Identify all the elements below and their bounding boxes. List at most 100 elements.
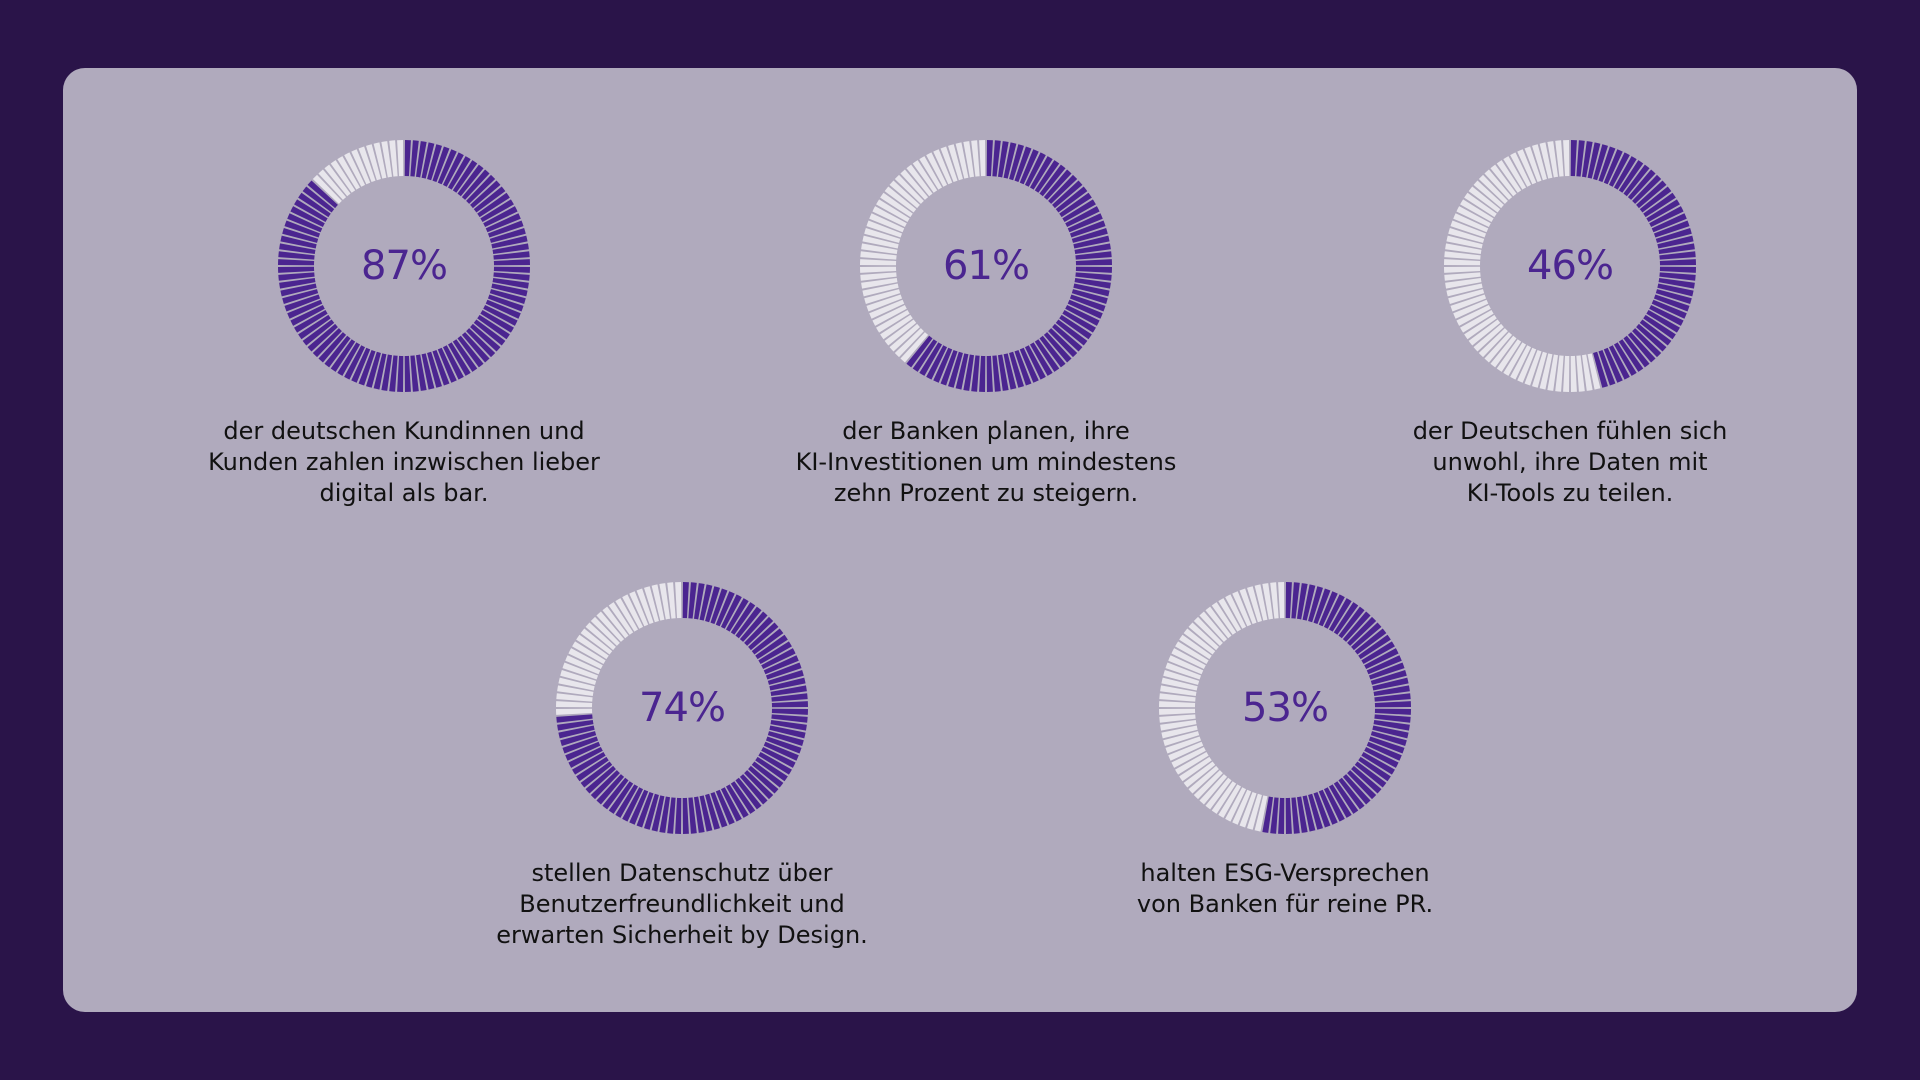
- donut-segment-filled: [415, 354, 427, 391]
- donut-segment-filled: [389, 355, 398, 392]
- donut-segment-filled: [279, 243, 316, 255]
- donut-segment-filled: [282, 289, 319, 304]
- donut-segment-filled: [1034, 160, 1060, 193]
- donut-segment-filled: [1354, 761, 1387, 788]
- donut-segment-filled: [330, 339, 356, 372]
- donut-segment-empty: [900, 169, 929, 200]
- donut-segment-empty: [312, 174, 342, 204]
- donut-segment-filled: [1653, 220, 1690, 238]
- donut-segment-filled: [572, 751, 606, 775]
- donut-segment-empty: [373, 142, 387, 179]
- donut-segment-empty: [866, 220, 903, 238]
- donut-segment-empty: [1456, 304, 1491, 326]
- donut-segment-empty: [1496, 339, 1522, 372]
- donut-segment-filled: [622, 787, 644, 822]
- donut-segment-filled: [489, 289, 526, 304]
- donut-segment-filled: [1003, 353, 1017, 390]
- donut-segment-filled: [427, 351, 442, 388]
- donut-segment-empty: [876, 199, 910, 223]
- donut-segment-filled: [699, 584, 713, 621]
- donut-segment-filled: [487, 294, 524, 312]
- donut-segment-empty: [1453, 299, 1489, 319]
- donut-segment-empty: [1175, 641, 1209, 665]
- donut-segment-filled: [1328, 598, 1352, 632]
- donut-segment-filled: [290, 304, 325, 326]
- donut-segment-filled: [483, 304, 518, 326]
- donut-segment-filled: [1347, 616, 1377, 646]
- donut-segment-filled: [1296, 583, 1308, 620]
- donut-segment-empty: [337, 156, 361, 190]
- donut-segment-empty: [1532, 144, 1547, 181]
- donut-segment-filled: [278, 272, 315, 281]
- donut-segment-filled: [1618, 339, 1644, 372]
- donut-segment-filled: [568, 746, 603, 768]
- donut-segment-filled: [1358, 756, 1391, 782]
- donut-segment-empty: [1532, 351, 1547, 388]
- donut-segment-filled: [427, 144, 442, 181]
- donut-segment-filled: [739, 611, 768, 642]
- donut-segment-filled: [1009, 351, 1024, 388]
- donut-segment-empty: [556, 708, 593, 715]
- donut-segment-empty: [1254, 795, 1268, 832]
- donut-segment-empty: [1446, 235, 1483, 249]
- donut-segment-filled: [415, 141, 427, 178]
- donut-segment-filled: [1069, 294, 1106, 312]
- donut-segment-filled: [979, 355, 986, 392]
- donut-segment-filled: [769, 725, 806, 739]
- donut-segment-filled: [1347, 770, 1377, 800]
- donut-segment-filled: [710, 791, 728, 828]
- donut-segment-empty: [318, 169, 347, 200]
- donut-segment-empty: [580, 628, 613, 655]
- donut-segment-filled: [302, 186, 335, 213]
- donut-segment-empty: [900, 332, 929, 363]
- donut-segment-empty: [876, 309, 910, 333]
- donut-segment-empty: [568, 648, 603, 670]
- donut-segment-filled: [493, 251, 530, 260]
- donut-segment-empty: [629, 591, 649, 627]
- donut-segment-filled: [1639, 319, 1672, 346]
- donut-segment-filled: [1323, 787, 1345, 822]
- donut-segment-empty: [1484, 332, 1513, 363]
- stat-caption: der Banken planen, ihre KI-Investitionen…: [795, 417, 1177, 507]
- donut-segment-filled: [1075, 251, 1112, 260]
- donut-segment-filled: [955, 353, 969, 390]
- donut-segment-filled: [410, 355, 419, 392]
- donut-segment-empty: [1563, 140, 1570, 177]
- donut-segment-filled: [1598, 146, 1616, 183]
- donut-segment-filled: [1062, 199, 1096, 223]
- donut-segment-empty: [1270, 582, 1279, 619]
- donut-segment-filled: [585, 765, 616, 794]
- donut-segment-filled: [1262, 796, 1274, 833]
- donut-segment-filled: [1338, 777, 1365, 810]
- donut-segment-filled: [493, 272, 530, 281]
- donut-segment-filled: [298, 314, 331, 340]
- donut-segment-filled: [1034, 339, 1060, 372]
- donut-segment-empty: [1503, 342, 1527, 376]
- donut-segment-empty: [1510, 345, 1532, 380]
- donut-segment-filled: [769, 677, 806, 691]
- stat-card-3: 46% der Deutschen fühlen sich unwohl, ih…: [1330, 136, 1810, 509]
- donut-segment-empty: [861, 277, 898, 289]
- donut-segment-empty: [576, 634, 609, 660]
- donut-segment-filled: [735, 777, 762, 810]
- donut-segment-empty: [1199, 774, 1228, 805]
- donut-segment-filled: [1373, 719, 1410, 731]
- donut-segment-filled: [1570, 140, 1577, 177]
- donut-segment-filled: [421, 142, 435, 179]
- donut-segment-empty: [1524, 146, 1542, 183]
- donut-segment-empty: [560, 670, 597, 685]
- stat-caption: der Deutschen fühlen sich unwohl, ihre D…: [1412, 417, 1728, 507]
- donut-segment-filled: [1643, 192, 1676, 218]
- donut-segment-empty: [1159, 714, 1196, 723]
- donut-segment-empty: [971, 140, 980, 177]
- donut-segment-filled: [1368, 662, 1405, 680]
- donut-segment-filled: [491, 235, 528, 249]
- donut-segment-empty: [1171, 648, 1206, 670]
- donut-chart: 74%: [552, 578, 812, 838]
- donut-segment-empty: [1444, 272, 1481, 281]
- donut-segment-empty: [955, 142, 969, 179]
- donut-segment-filled: [307, 323, 338, 352]
- donut-segment-filled: [1039, 164, 1066, 197]
- donut-segment-empty: [1563, 355, 1570, 392]
- donut-segment-filled: [483, 206, 518, 228]
